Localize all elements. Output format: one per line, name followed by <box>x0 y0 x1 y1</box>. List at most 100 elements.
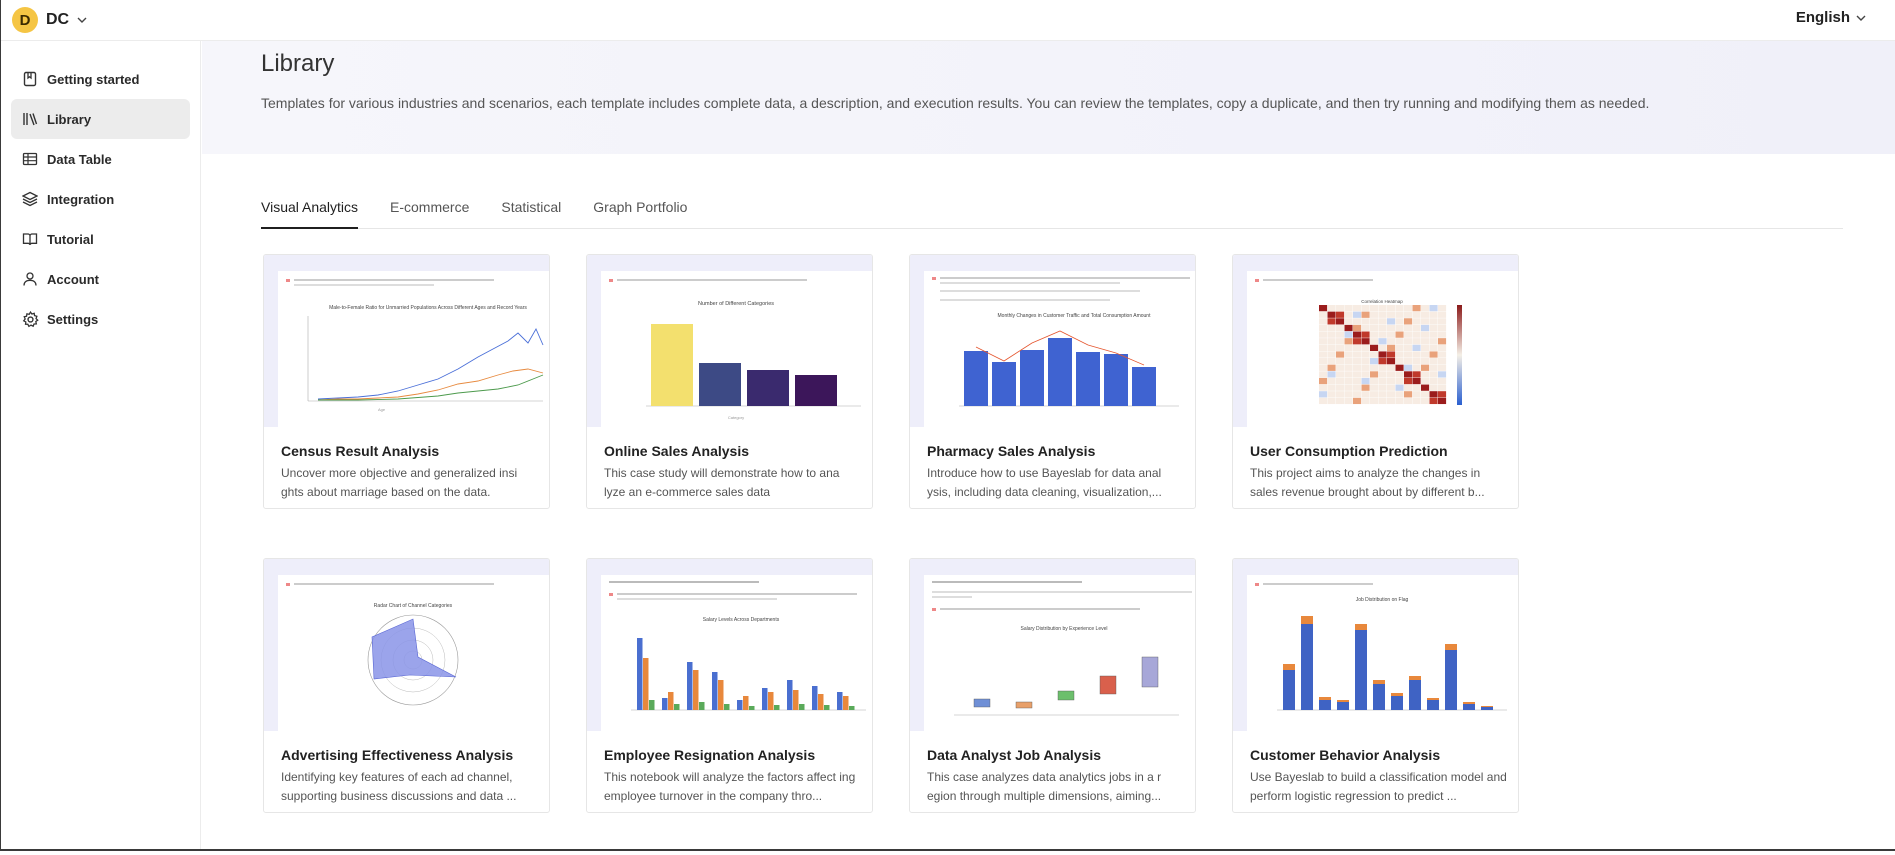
thumbnail-mark <box>1344 364 1353 371</box>
thumbnail-mark <box>724 704 730 710</box>
thumbnail-mark <box>1412 324 1421 332</box>
thumbnail-mark <box>1378 397 1387 405</box>
thumbnail-mark <box>1370 324 1379 332</box>
thumbnail-mark <box>1404 318 1413 325</box>
template-card[interactable]: Radar Chart of Channel Categories Advert… <box>263 558 550 813</box>
template-description: This case analyzes data analytics jobs i… <box>927 770 1162 803</box>
thumbnail-mark <box>1327 358 1336 365</box>
template-description: This project aims to analyze the changes… <box>1250 466 1485 499</box>
tab-statistical[interactable]: Statistical <box>501 199 562 215</box>
sidebar: Getting started Library Data Table Integ… <box>1 41 201 849</box>
thumbnail-mark <box>1283 664 1295 670</box>
tab-visual-analytics[interactable]: Visual Analytics <box>261 199 359 229</box>
thumbnail-mark <box>1395 318 1404 325</box>
language-selector[interactable]: English <box>1796 9 1866 26</box>
thumb-chart-title: Radar Chart of Channel Categories <box>374 603 453 609</box>
thumbnail-mark <box>1481 706 1493 707</box>
sidebar-item-settings[interactable]: Settings <box>11 299 190 339</box>
sidebar-item-getting-started[interactable]: Getting started <box>11 59 190 99</box>
top-bar: D DC English <box>1 0 1895 41</box>
template-thumbnail: Salary Distribution by Experience Level <box>910 559 1195 731</box>
bookmark-icon <box>21 70 39 88</box>
template-title: Data Analyst Job Analysis <box>927 747 1102 763</box>
thumbnail-mark <box>1387 397 1396 405</box>
thumbnail-mark <box>1412 377 1421 385</box>
sidebar-item-integration[interactable]: Integration <box>11 179 190 219</box>
thumbnail-mark <box>1412 331 1421 338</box>
template-card[interactable]: Monthly Changes in Customer Traffic and … <box>909 254 1196 509</box>
thumbnail-mark <box>1344 351 1353 358</box>
template-card[interactable]: Salary Levels Across Departments Employe… <box>586 558 873 813</box>
thumbnail-mark <box>1336 338 1345 345</box>
sidebar-item-library[interactable]: Library <box>11 99 190 139</box>
thumbnail-mark <box>1370 397 1379 405</box>
thumbnail-mark <box>1378 305 1387 312</box>
thumbnail-mark <box>1429 397 1438 405</box>
template-title: Census Result Analysis <box>281 443 440 459</box>
thumbnail-mark <box>1387 331 1396 338</box>
thumbnail-mark <box>768 692 774 710</box>
thumbnail-mark <box>1319 377 1328 385</box>
thumbnail-mark <box>1361 391 1370 398</box>
template-card[interactable]: Correlation Heatmap User Consumption Pre… <box>1232 254 1519 509</box>
thumbnail-mark <box>1336 391 1345 398</box>
template-card[interactable]: Male-to-Female Ratio for Unmarried Popul… <box>263 254 550 509</box>
thumbnail-mark <box>1355 630 1367 710</box>
thumbnail-mark <box>1429 344 1438 352</box>
thumbnail-mark <box>718 680 724 710</box>
template-card[interactable]: Number of Different Categories Category … <box>586 254 873 509</box>
thumbnail-mark <box>1361 331 1370 338</box>
thumbnail-mark <box>699 702 705 710</box>
thumbnail-mark <box>1438 338 1447 345</box>
sidebar-item-account[interactable]: Account <box>11 259 190 299</box>
thumbnail-mark <box>1421 318 1430 325</box>
thumbnail-mark <box>1353 397 1362 405</box>
template-card[interactable]: Salary Distribution by Experience Level … <box>909 558 1196 813</box>
thumbnail-mark <box>1327 338 1336 345</box>
thumbnail-mark <box>849 706 855 710</box>
template-thumbnail: Number of Different Categories Category <box>587 255 872 427</box>
thumbnail-mark <box>712 672 718 710</box>
table-icon <box>21 150 39 168</box>
thumbnail-mark <box>1395 397 1404 405</box>
thumbnail-mark <box>1421 358 1430 365</box>
thumbnail-mark <box>1337 702 1349 710</box>
thumbnail-mark <box>1387 384 1396 391</box>
tab-graph-portfolio[interactable]: Graph Portfolio <box>593 199 688 215</box>
template-description: Use Bayeslab to build a classification m… <box>1250 770 1507 803</box>
thumbnail-mark <box>1412 344 1421 352</box>
thumbnail-mark <box>1327 371 1336 378</box>
thumbnail-mark <box>1344 377 1353 385</box>
thumbnail-mark <box>1283 670 1295 710</box>
thumbnail-mark <box>1319 397 1328 405</box>
sidebar-item-label: Tutorial <box>47 231 94 247</box>
sidebar-item-tutorial[interactable]: Tutorial <box>11 219 190 259</box>
thumbnail-mark <box>1327 391 1336 398</box>
thumbnail-mark <box>1344 311 1353 318</box>
template-card[interactable]: Job Distribution on Flag Customer Behavi… <box>1232 558 1519 813</box>
thumbnail-mark <box>1412 391 1421 398</box>
tab-e-commerce[interactable]: E-commerce <box>390 199 470 215</box>
thumbnail-mark <box>1404 324 1413 332</box>
thumbnail-mark <box>1438 377 1447 385</box>
thumbnail-mark <box>1353 331 1362 338</box>
thumbnail-mark <box>1391 693 1403 696</box>
thumbnail-mark <box>1387 364 1396 371</box>
book-icon <box>21 230 39 248</box>
thumbnail-mark <box>1421 344 1430 352</box>
thumbnail-mark <box>1344 331 1353 338</box>
thumbnail-mark <box>1319 384 1328 391</box>
thumbnail-mark <box>1319 318 1328 325</box>
thumbnail-mark <box>1429 358 1438 365</box>
workspace-switcher[interactable]: D DC <box>12 7 87 33</box>
thumbnail-mark <box>1387 311 1396 318</box>
thumbnail-mark <box>643 658 649 710</box>
thumbnail-mark <box>1319 364 1328 371</box>
thumb-chart-title: Salary Distribution by Experience Level <box>1021 626 1108 632</box>
sidebar-item-data-table[interactable]: Data Table <box>11 139 190 179</box>
thumbnail-mark <box>1370 371 1379 378</box>
thumbnail-mark <box>1421 397 1430 405</box>
thumbnail-mark <box>1395 324 1404 332</box>
library-header: Library Templates for various industries… <box>202 41 1895 154</box>
template-thumbnail: Monthly Changes in Customer Traffic and … <box>910 255 1195 427</box>
